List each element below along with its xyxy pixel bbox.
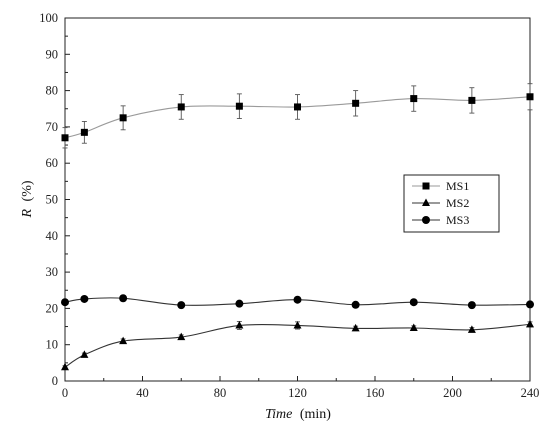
x-axis-label-unit: (min) — [300, 407, 331, 422]
legend: MS1 MS2 MS3 — [403, 174, 500, 233]
x-axis-label-var: Time — [265, 407, 292, 422]
y-tick-label: 40 — [46, 229, 59, 243]
legend-label-ms2: MS2 — [446, 196, 469, 210]
legend-entry-ms2: MS2 — [412, 196, 469, 210]
data-point-ms2 — [235, 320, 244, 329]
data-point-ms3 — [351, 300, 360, 309]
data-point-ms3 — [61, 298, 69, 307]
y-tick-label: 50 — [46, 193, 59, 207]
y-tick-label: 10 — [46, 338, 59, 352]
data-point-ms1 — [177, 103, 185, 111]
data-point-ms1 — [410, 95, 418, 103]
y-tick-label: 90 — [46, 47, 59, 61]
y-axis-label-unit: (%) — [20, 180, 35, 201]
data-point-ms2 — [61, 362, 69, 371]
y-tick-label: 20 — [46, 301, 59, 315]
legend-entry-ms1: MS1 — [412, 179, 469, 193]
data-point-ms2 — [351, 323, 360, 332]
x-tick-label: 120 — [288, 386, 307, 400]
data-point-ms2 — [526, 319, 534, 328]
x-tick-label: 80 — [214, 386, 227, 400]
y-tick-label: 70 — [46, 120, 59, 134]
y-tick-label: 30 — [46, 265, 59, 279]
legend-label-ms1: MS1 — [446, 179, 469, 193]
x-axis-label: Time (min) — [265, 407, 331, 422]
legend-marker-ms1 — [422, 182, 430, 190]
series-layer — [61, 83, 534, 371]
series-ms1 — [61, 83, 534, 149]
series-ms3 — [61, 294, 534, 310]
y-axis-ticks: 0 10 20 30 40 50 60 70 80 90 100 — [39, 11, 70, 388]
y-tick-label: 80 — [46, 84, 59, 98]
data-point-ms1 — [119, 114, 127, 122]
data-point-ms1 — [80, 128, 88, 136]
legend-label-ms3: MS3 — [446, 213, 469, 227]
data-point-ms3 — [467, 301, 476, 310]
x-axis-ticks: 0 40 80 120 160 200 240 — [62, 376, 540, 400]
series-line-ms1 — [64, 96, 531, 139]
data-point-ms2 — [177, 332, 186, 341]
y-tick-label: 60 — [46, 156, 59, 170]
y-axis-label: R (%) — [20, 180, 35, 218]
y-tick-label: 100 — [39, 11, 58, 25]
data-point-ms1 — [61, 134, 69, 142]
x-tick-label: 200 — [443, 386, 462, 400]
data-point-ms1 — [235, 102, 243, 110]
y-tick-label: 0 — [52, 374, 58, 388]
x-tick-label: 0 — [62, 386, 68, 400]
data-point-ms3 — [293, 295, 302, 304]
legend-marker-ms2 — [422, 198, 430, 206]
legend-entry-ms3: MS3 — [412, 213, 469, 227]
data-point-ms1 — [468, 96, 476, 104]
data-point-ms1 — [526, 93, 534, 101]
data-point-ms1 — [352, 99, 360, 107]
series-line-ms3 — [64, 297, 531, 306]
x-tick-label: 160 — [366, 386, 385, 400]
series-line-ms2 — [64, 323, 531, 368]
data-point-ms2 — [119, 336, 128, 345]
data-point-ms2 — [409, 323, 418, 332]
data-point-ms3 — [526, 300, 534, 309]
series-ms2 — [61, 319, 534, 371]
data-point-ms2 — [80, 350, 89, 358]
y-axis-label-var: R — [20, 209, 35, 219]
x-tick-label: 40 — [136, 386, 149, 400]
x-tick-label: 240 — [521, 386, 540, 400]
data-point-ms2 — [467, 325, 476, 333]
legend-marker-ms3 — [422, 216, 430, 224]
data-point-ms3 — [80, 294, 89, 303]
data-point-ms1 — [294, 103, 301, 111]
data-point-ms3 — [409, 298, 418, 307]
data-point-ms3 — [119, 294, 128, 303]
data-point-ms2 — [293, 320, 302, 329]
data-point-ms3 — [177, 301, 186, 310]
data-point-ms3 — [235, 299, 244, 308]
